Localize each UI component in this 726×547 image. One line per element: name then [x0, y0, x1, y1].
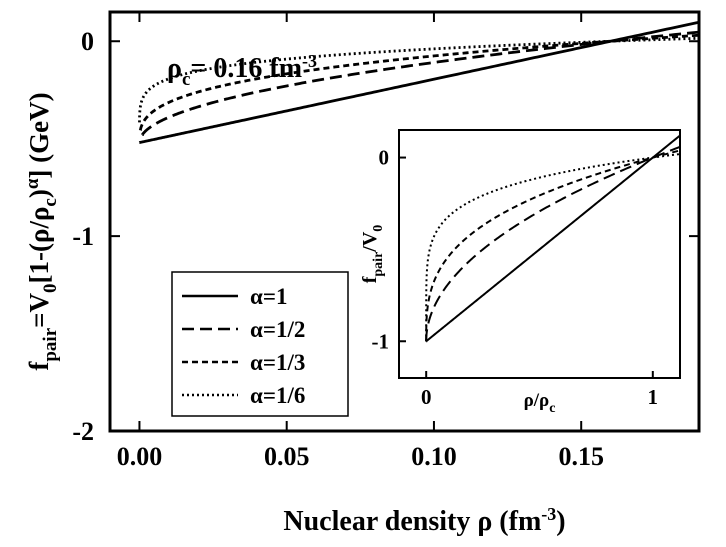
x-axis-label: Nuclear density ρ (fm-3) — [283, 504, 565, 537]
inset-y-axis-label: fpair/V0 — [359, 225, 386, 284]
y-tick-label: -1 — [72, 222, 94, 251]
main-series-α=1/3 — [138, 33, 700, 132]
inset-x-axis-label: ρ/ρc — [524, 390, 556, 416]
main-series-α=1/2 — [140, 30, 700, 136]
inset-frame — [398, 129, 681, 379]
inset-series-α=1/2 — [425, 145, 681, 342]
inset-y-tick-label: 0 — [379, 146, 390, 170]
x-tick-label: 0.15 — [558, 442, 604, 471]
x-tick-label: 0.10 — [411, 442, 457, 471]
y-tick-label: -2 — [72, 417, 94, 446]
main-frame — [108, 10, 701, 433]
legend-label: α=1/3 — [250, 350, 305, 375]
inset-x-tick-label: 1 — [648, 385, 659, 409]
y-tick-label: 0 — [81, 27, 94, 56]
y-axis-label: fpair=V0[1-(ρ/ρc)α] (GeV) — [22, 92, 61, 370]
legend-label: α=1 — [250, 284, 287, 309]
main-series-α=1 — [138, 20, 700, 144]
inset-series-α=1 — [425, 134, 681, 343]
inset-y-tick-label: -1 — [372, 329, 390, 353]
main-plot: 0.00 0.05 0.10 0.15 0 -1 -2 Nuclear density ρ (… — [22, 10, 701, 537]
legend-label: α=1/2 — [250, 317, 305, 342]
inset-plot: 0 1 0 -1 ρ/ρc fpair/V0 — [359, 129, 681, 416]
inset-x-tick-label: 0 — [421, 385, 432, 409]
x-tick-label: 0.00 — [117, 442, 163, 471]
legend-label: α=1/6 — [250, 383, 305, 408]
x-tick-label: 0.05 — [264, 442, 310, 471]
rho-c-annotation: ρc= 0.16 fm-3 — [167, 51, 317, 90]
inset-series-α=1/3 — [425, 149, 681, 342]
main-series-α=1/6 — [138, 36, 700, 123]
legend: α=1 α=1/2 α=1/3 α=1/6 — [171, 271, 349, 417]
